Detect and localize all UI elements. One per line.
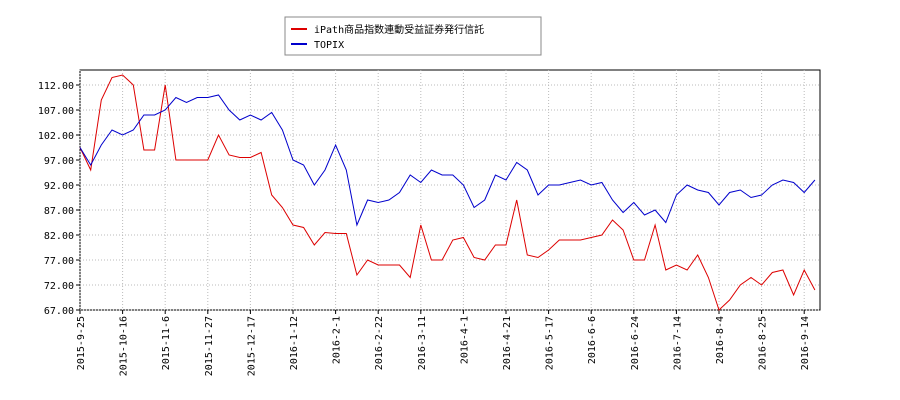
x-tick-label: 2016-4-1 — [459, 316, 470, 364]
x-tick-label: 2016-9-14 — [800, 316, 811, 370]
y-tick-label: 82.00 — [44, 231, 74, 242]
y-tick-label: 112.00 — [38, 81, 74, 92]
x-tick-label: 2016-3-11 — [417, 316, 428, 370]
x-tick-label: 2016-2-22 — [374, 316, 385, 370]
x-tick-label: 2015-9-25 — [76, 316, 87, 370]
legend-label: TOPIX — [314, 40, 344, 51]
y-tick-label: 102.00 — [38, 131, 74, 142]
y-tick-label: 92.00 — [44, 181, 74, 192]
x-tick-label: 2015-11-27 — [204, 316, 215, 376]
x-tick-label: 2016-6-6 — [587, 316, 598, 364]
y-tick-label: 67.00 — [44, 306, 74, 317]
x-tick-label: 2016-5-17 — [545, 316, 556, 370]
plot-frame — [79, 69, 821, 311]
legend-box — [284, 16, 542, 56]
series-line — [79, 74, 816, 311]
x-tick-label: 2016-2-1 — [332, 316, 343, 364]
x-tick-label: 2016-1-12 — [289, 316, 300, 370]
x-tick-label: 2016-8-4 — [715, 316, 726, 364]
x-tick-label: 2016-8-25 — [758, 316, 769, 370]
x-tick-label: 2016-6-24 — [630, 316, 641, 370]
x-tick-label: 2016-7-14 — [672, 316, 683, 370]
y-tick-label: 72.00 — [44, 281, 74, 292]
x-tick-label: 2015-10-16 — [119, 316, 130, 376]
y-tick-label: 77.00 — [44, 256, 74, 267]
series-line — [79, 94, 816, 227]
y-tick-label: 107.00 — [38, 106, 74, 117]
x-tick-label: 2015-12-17 — [246, 316, 257, 376]
x-tick-label: 2015-11-6 — [161, 316, 172, 370]
y-tick-label: 87.00 — [44, 206, 74, 217]
legend-label: iPath商品指数連動受益証券発行信託 — [314, 23, 484, 36]
y-tick-label: 97.00 — [44, 156, 74, 167]
x-tick-label: 2016-4-21 — [502, 316, 513, 370]
